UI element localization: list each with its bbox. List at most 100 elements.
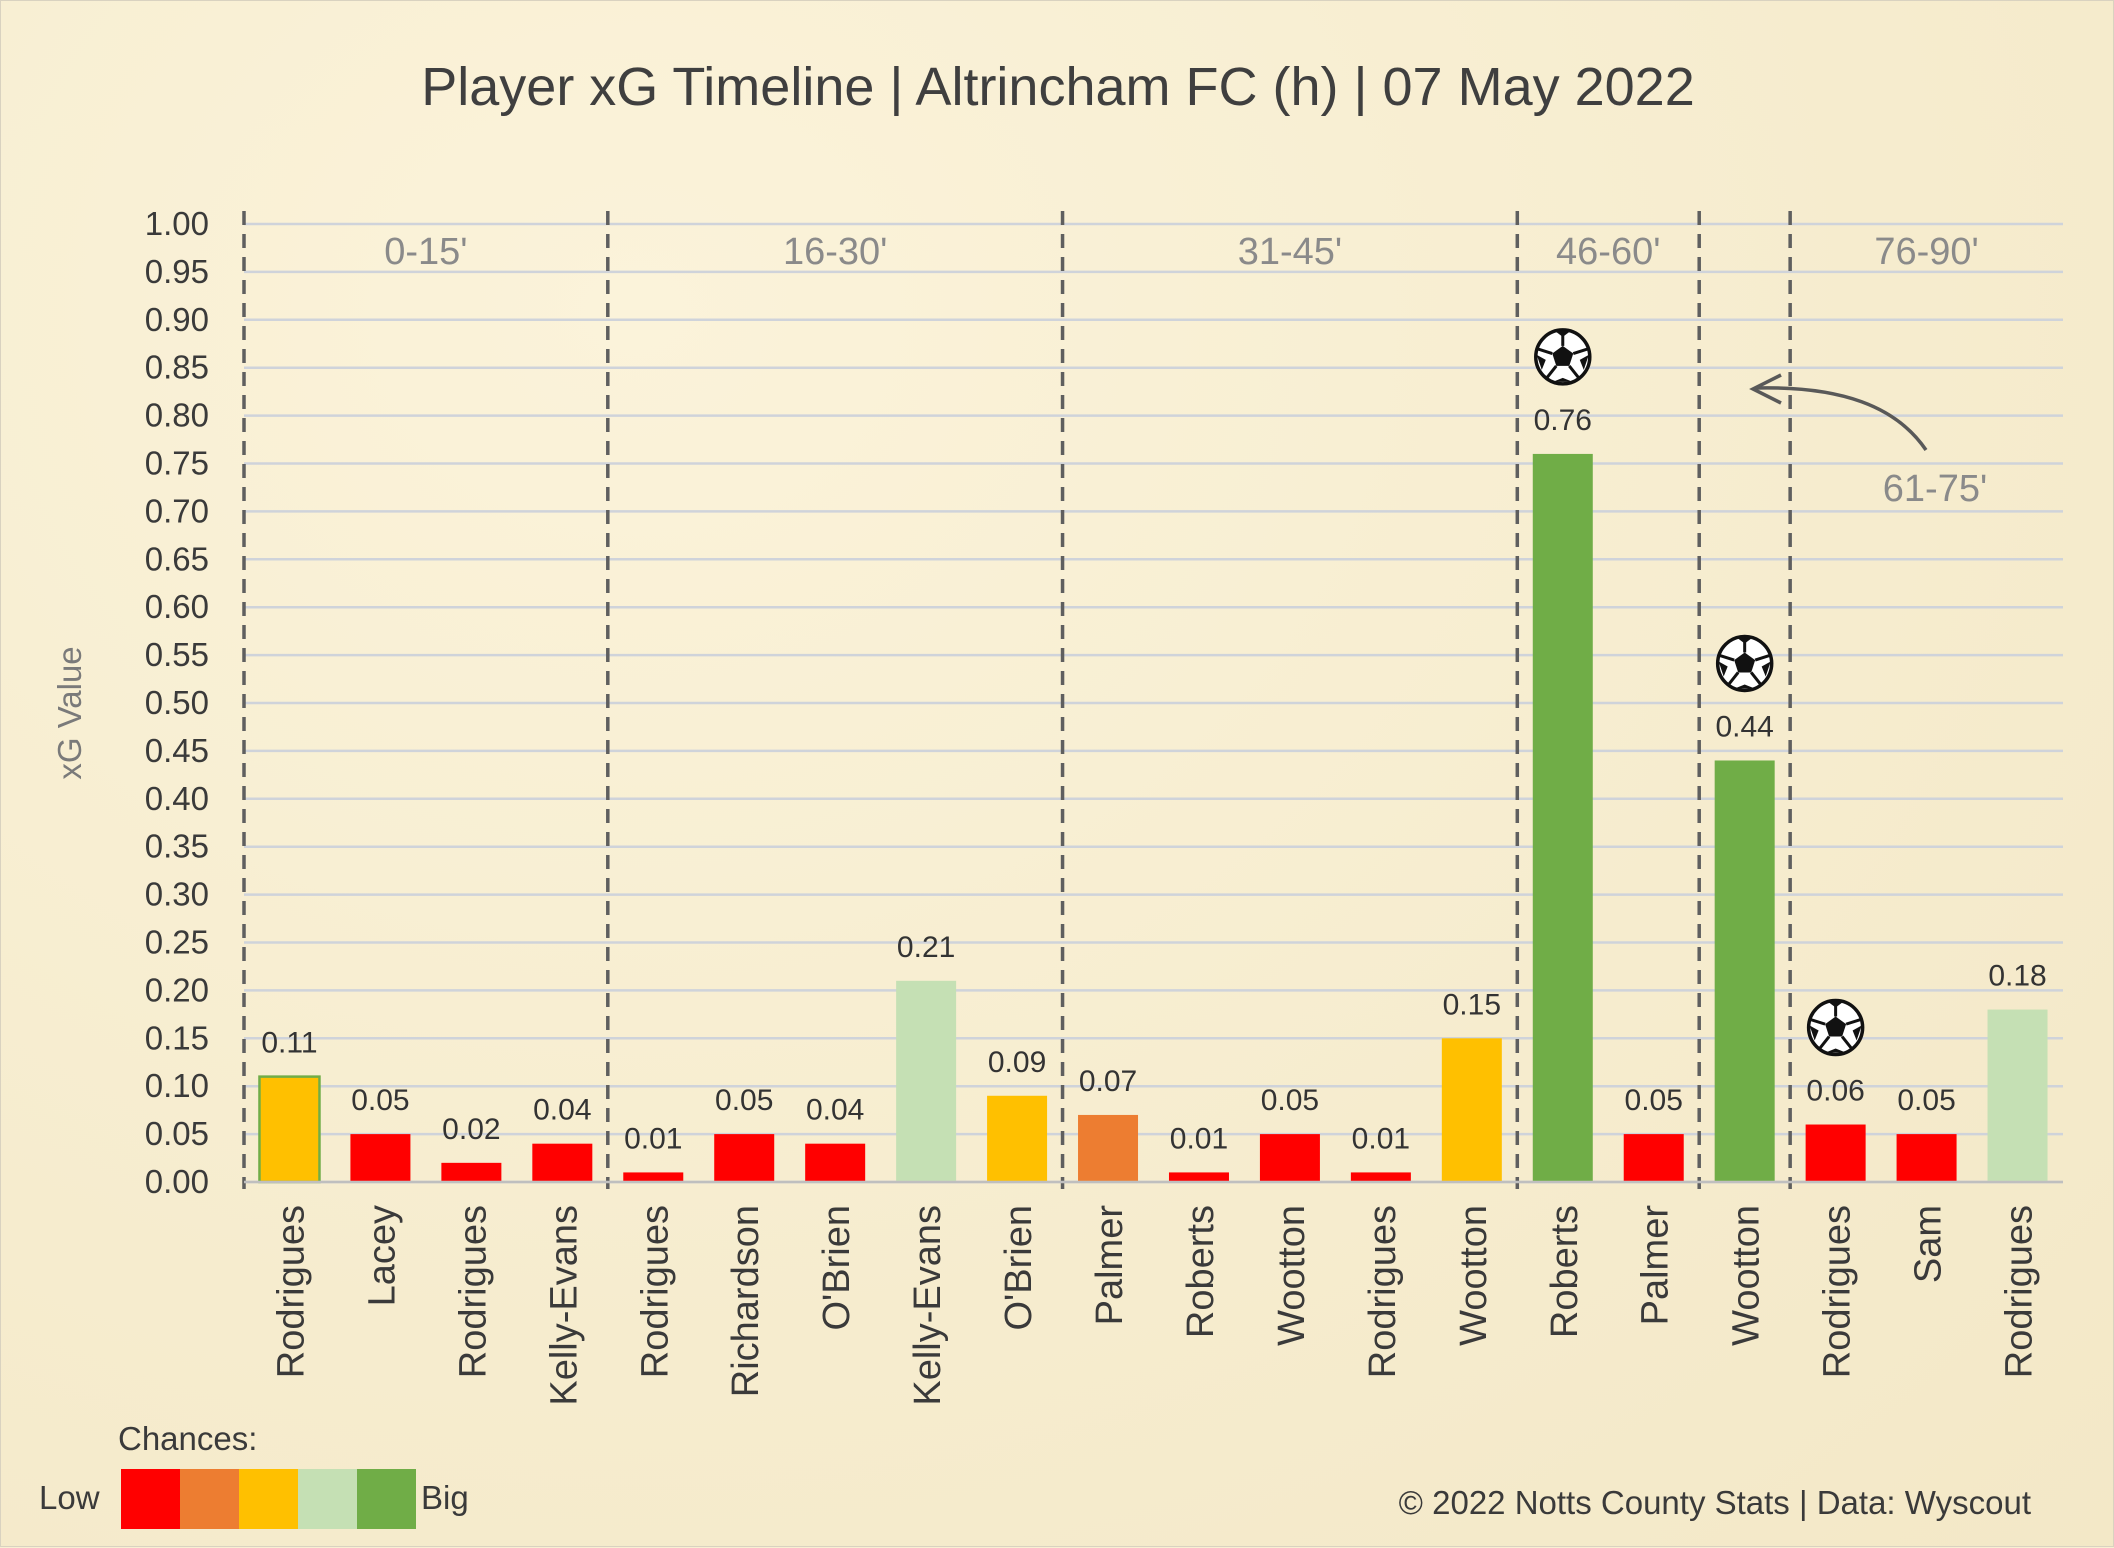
legend: Chances: Low Big <box>39 1420 469 1529</box>
value-label: 0.09 <box>988 1046 1046 1079</box>
y-tick-label: 0.25 <box>145 924 209 961</box>
y-tick-label: 0.35 <box>145 828 209 865</box>
bar <box>350 1134 411 1182</box>
value-label: 0.01 <box>1170 1122 1228 1155</box>
x-tick-label: Kelly-Evans <box>907 1205 949 1406</box>
x-tick-label: Rodrigues <box>270 1205 312 1378</box>
x-tick-label: O'Brien <box>816 1205 858 1331</box>
value-label: 0.05 <box>1625 1084 1683 1117</box>
soccer-ball-seam <box>1810 1018 1826 1026</box>
bar <box>1896 1134 1957 1182</box>
legend-title: Chances: <box>118 1420 257 1457</box>
soccer-ball-patch <box>1761 661 1771 677</box>
value-label: 0.21 <box>897 931 955 964</box>
soccer-ball-seam <box>1568 364 1580 379</box>
soccer-ball-seam <box>1537 347 1553 355</box>
x-tick-label: Rodrigues <box>634 1205 676 1378</box>
x-tick-label: Roberts <box>1544 1205 1586 1338</box>
annotation-label: 61-75' <box>1883 468 1987 510</box>
bar <box>987 1095 1048 1182</box>
soccer-ball-seam <box>1727 671 1740 686</box>
legend-swatches <box>121 1469 416 1529</box>
value-label: 0.04 <box>533 1094 591 1127</box>
value-label: 0.01 <box>1352 1122 1410 1155</box>
y-tick-label: 0.70 <box>145 492 209 529</box>
y-tick-label: 0.60 <box>145 588 209 625</box>
soccer-ball-patch <box>1536 354 1546 370</box>
legend-swatch <box>298 1469 357 1529</box>
value-label: 0.01 <box>624 1122 682 1155</box>
soccer-ball-seam <box>1754 654 1771 662</box>
value-label: 0.05 <box>351 1084 409 1117</box>
y-tick-label: 0.40 <box>145 780 209 817</box>
gridlines <box>244 222 2063 1184</box>
chart-title: Player xG Timeline | Altrincham FC (h) |… <box>421 57 1695 117</box>
x-tick-label: Wootton <box>1453 1205 1495 1346</box>
period-label: 16-30' <box>783 231 887 273</box>
y-tick-label: 0.30 <box>145 876 209 913</box>
y-tick-label: 0.95 <box>145 253 209 290</box>
legend-swatch <box>239 1469 298 1529</box>
value-label: 0.11 <box>261 1027 317 1060</box>
x-tick-label: O'Brien <box>998 1205 1040 1331</box>
y-tick-label: 0.65 <box>145 540 209 577</box>
value-label: 0.02 <box>442 1113 500 1146</box>
x-tick-label: Lacey <box>361 1205 403 1306</box>
value-label: 0.04 <box>806 1094 864 1127</box>
value-label: 0.05 <box>715 1084 773 1117</box>
bars <box>244 453 2063 1184</box>
y-tick-label: 0.50 <box>145 684 209 721</box>
bar <box>714 1134 775 1182</box>
y-tick-label: 0.15 <box>145 1019 209 1056</box>
legend-swatch <box>180 1469 239 1529</box>
y-tick-label: 0.85 <box>145 349 209 386</box>
y-tick-label: 0.55 <box>145 636 209 673</box>
y-tick-label: 0.20 <box>145 971 209 1008</box>
soccer-ball-pentagon <box>1825 1016 1847 1037</box>
value-label: 0.76 <box>1534 404 1592 437</box>
bar <box>805 1143 866 1182</box>
x-tick-label: Wootton <box>1271 1205 1313 1346</box>
period-label: 46-60' <box>1556 231 1660 273</box>
x-tick-label: Palmer <box>1635 1205 1677 1326</box>
y-tick-label: 0.75 <box>145 445 209 482</box>
value-label: 0.06 <box>1806 1075 1864 1108</box>
soccer-ball-patch <box>1736 637 1753 644</box>
x-tick-label: Rodrigues <box>1817 1205 1859 1378</box>
soccer-ball-patch <box>1825 1048 1846 1053</box>
soccer-ball-icon <box>1715 634 1774 693</box>
annotation-61-75: 61-75' <box>1749 373 1987 510</box>
y-tick-label: 0.05 <box>145 1115 209 1152</box>
soccer-ball-seam <box>1719 654 1735 662</box>
x-axis-labels: Rodrigues Lacey Rodrigues Kelly-Evans Rodrig… <box>270 1205 2040 1406</box>
bar <box>1350 1172 1411 1182</box>
x-tick-label: Kelly-Evans <box>543 1205 585 1406</box>
y-axis-ticks: 0.00 0.05 0.10 0.15 0.20 0.25 0.30 0.35 0.40 0.45… <box>145 205 209 1200</box>
bar <box>1078 1114 1139 1182</box>
x-tick-label: Rodrigues <box>452 1205 494 1378</box>
bar <box>532 1143 593 1182</box>
bar <box>1532 453 1593 1182</box>
period-dividers <box>242 211 1792 1189</box>
legend-low-label: Low <box>39 1479 100 1516</box>
bar <box>1987 1009 2048 1182</box>
bar <box>1714 760 1775 1182</box>
soccer-ball-patch <box>1718 661 1728 677</box>
soccer-ball-seam <box>1840 1035 1853 1050</box>
soccer-ball-pentagon <box>1734 652 1756 673</box>
x-tick-label: Palmer <box>1089 1205 1131 1326</box>
soccer-ball-icon <box>1534 328 1592 386</box>
bar <box>1623 1134 1684 1182</box>
bar <box>896 980 957 1182</box>
y-tick-label: 0.45 <box>145 732 209 769</box>
bar <box>1259 1134 1320 1182</box>
soccer-ball-pentagon <box>1552 345 1574 366</box>
y-tick-label: 0.00 <box>145 1163 209 1200</box>
bar <box>623 1172 684 1182</box>
bar <box>1805 1124 1866 1182</box>
value-labels: 0.11 0.05 0.02 0.04 0.01 0.05 0.04 0.21 0.09 0.07… <box>261 404 2046 1156</box>
x-tick-label: Rodrigues <box>1362 1205 1404 1378</box>
x-tick-label: Wootton <box>1726 1205 1768 1346</box>
value-label: 0.07 <box>1079 1065 1137 1098</box>
